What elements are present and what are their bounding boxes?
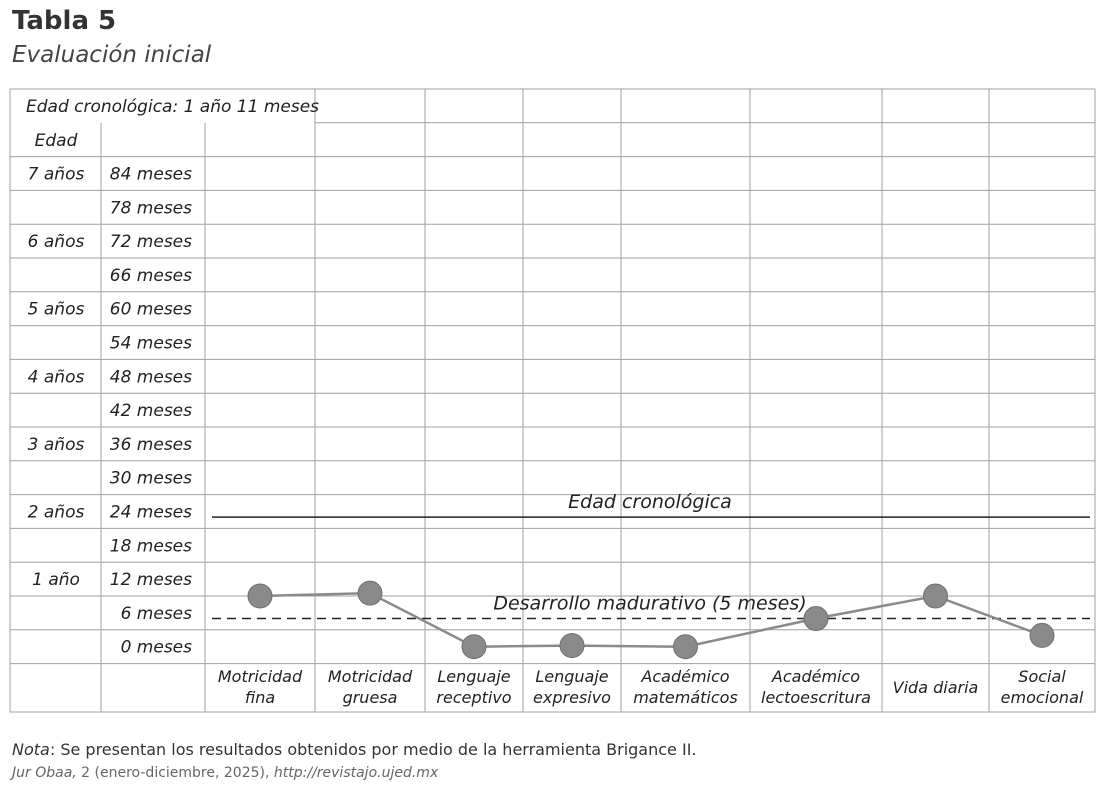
table-title: Tabla 5 <box>12 6 117 36</box>
category-label: Lenguaje receptivo <box>436 667 511 707</box>
note-label: Nota <box>12 740 50 759</box>
y-tick-label: 66 meses <box>110 266 192 286</box>
y-year-label: 1 año <box>32 570 80 590</box>
data-point <box>357 580 383 606</box>
series-polyline <box>259 591 1043 648</box>
y-year-label: 5 años <box>28 300 85 320</box>
evaluation-chart: Edad cronológica: 1 año 11 meses Edad 7 … <box>9 88 1096 713</box>
y-tick-label: 72 meses <box>110 232 192 252</box>
category-label: Motricidad fina <box>218 667 303 707</box>
category-label: Motricidad gruesa <box>328 667 413 707</box>
data-point <box>803 606 829 632</box>
data-point <box>461 634 487 660</box>
category-labels: Motricidad fina Motricidad gruesa Lenguaje re… <box>218 667 1084 707</box>
table-subtitle: Evaluación inicial <box>12 42 212 68</box>
category-label: Académico matemáticos <box>633 667 738 707</box>
header-cell: Edad cronológica: 1 año 11 meses <box>26 97 319 117</box>
category-label: Lenguaje expresivo <box>533 667 611 707</box>
series-points <box>247 580 1055 660</box>
reference-lines: Edad cronológica Desarrollo madurativo (5… <box>212 491 1090 620</box>
maturation-line-label: Desarrollo madurativo (5 meses) <box>493 593 806 615</box>
y-year-label: 6 años <box>28 232 85 252</box>
citation-issue: 2 (enero-diciembre, 2025), <box>76 765 274 781</box>
citation-journal: Jur Obaa, <box>12 765 77 781</box>
y-tick-label: 42 meses <box>110 401 192 421</box>
age-header: Edad <box>35 131 78 151</box>
data-point <box>247 583 273 609</box>
y-tick-label: 24 meses <box>110 503 192 523</box>
y-tick-labels: 7 años 84 meses 78 meses 6 años 72 meses 66 m… <box>28 165 192 658</box>
category-label: Vida diaria <box>893 678 979 697</box>
y-tick-label: 54 meses <box>110 334 192 354</box>
y-tick-label: 84 meses <box>110 165 192 185</box>
table-border <box>9 88 1096 713</box>
grid-lines <box>9 88 1096 713</box>
data-point <box>1029 622 1055 648</box>
y-year-label: 3 años <box>28 435 85 455</box>
y-tick-label: 30 meses <box>110 469 192 489</box>
y-year-label: 4 años <box>28 367 85 387</box>
data-point <box>673 634 698 660</box>
category-label: Social emocional <box>1001 667 1084 707</box>
y-tick-label: 60 meses <box>110 300 192 320</box>
y-tick-label: 12 meses <box>110 570 192 590</box>
category-label: Académico lectoescritura <box>761 667 871 707</box>
citation-url: http://revistajo.ujed.mx <box>273 765 439 781</box>
y-tick-label: 6 meses <box>121 604 193 624</box>
series-line <box>259 591 1043 648</box>
citation: Jur Obaa, 2 (enero-diciembre, 2025), htt… <box>12 765 438 781</box>
y-tick-label: 0 meses <box>121 638 193 658</box>
data-point <box>559 633 585 659</box>
table-note: Nota: Se presentan los resultados obteni… <box>12 740 697 759</box>
y-year-label: 7 años <box>28 165 85 185</box>
note-text: : Se presentan los resultados obtenidos … <box>49 740 697 759</box>
data-point <box>923 583 948 609</box>
chronological-age-label: Edad cronológica <box>568 491 732 513</box>
y-year-label: 2 años <box>28 503 85 523</box>
y-tick-label: 48 meses <box>110 367 192 387</box>
y-tick-label: 36 meses <box>110 435 192 455</box>
y-tick-label: 78 meses <box>110 198 192 218</box>
y-tick-label: 18 meses <box>110 536 192 556</box>
